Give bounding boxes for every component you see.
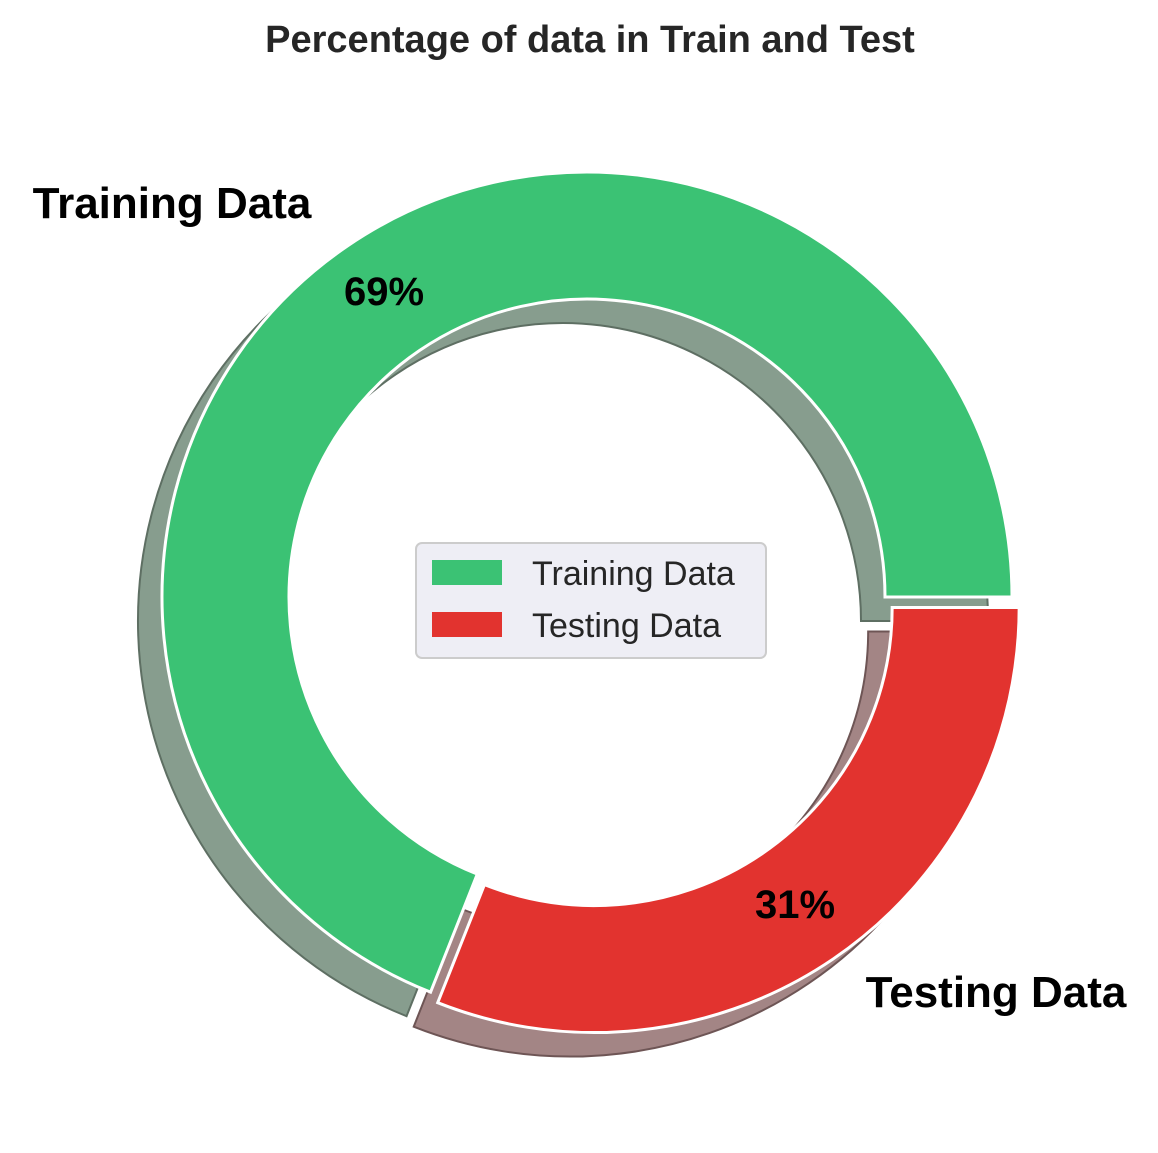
legend-label-testing: Testing Data <box>532 607 721 645</box>
legend-swatch-training <box>432 560 502 585</box>
slice-training <box>160 170 1014 995</box>
chart-title: Percentage of data in Train and Test <box>265 19 915 61</box>
slice-percent-testing: 31% <box>755 883 835 927</box>
legend-swatch-testing <box>432 612 502 637</box>
slice-labels: Training Data 69% Testing Data 31% <box>33 179 1127 1017</box>
slices <box>160 170 1021 1034</box>
slice-percent-training: 69% <box>344 270 424 314</box>
slice-label-training: Training Data <box>33 179 312 228</box>
legend-frame <box>415 542 767 659</box>
legend-label-training: Training Data <box>532 555 735 593</box>
slice-testing <box>435 606 1021 1034</box>
legend: Training Data Testing Data <box>415 542 767 659</box>
slice-label-testing: Testing Data <box>866 968 1127 1017</box>
